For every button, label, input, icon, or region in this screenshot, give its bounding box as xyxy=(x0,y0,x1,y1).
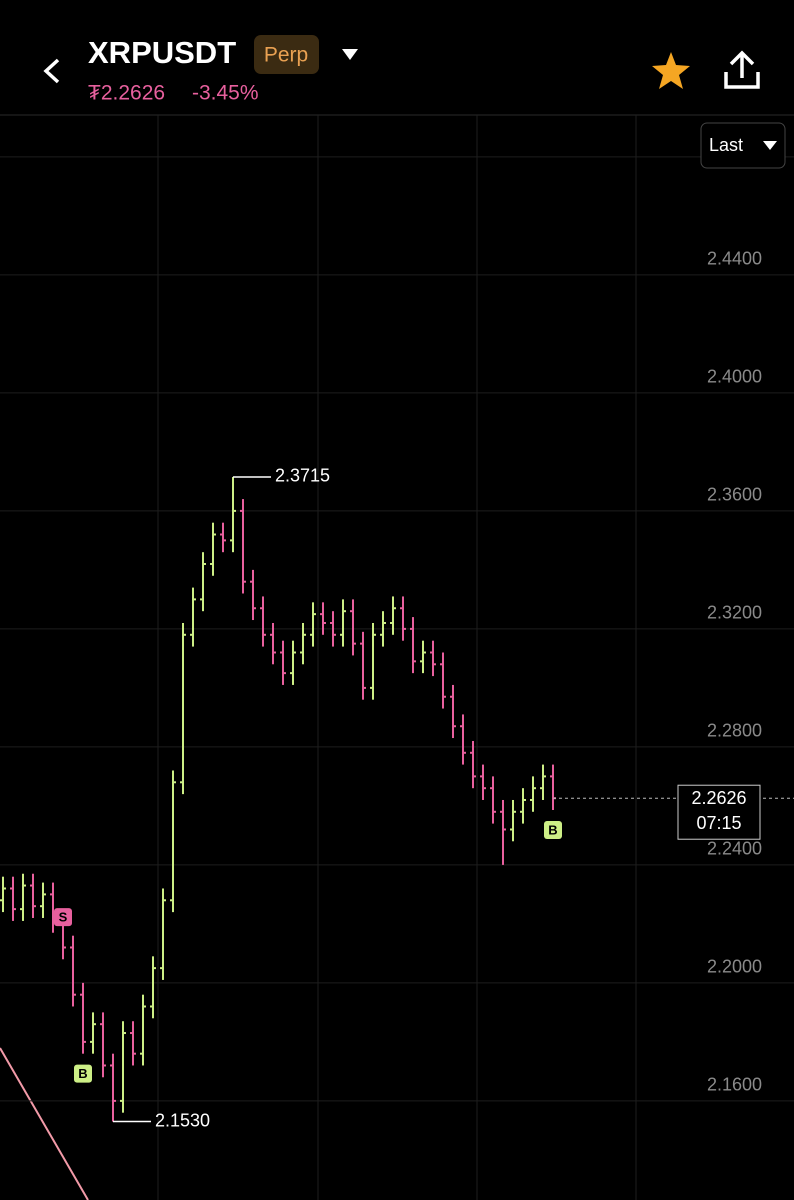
drawing-line xyxy=(0,1047,89,1200)
countdown: 07:15 xyxy=(696,813,741,833)
extreme-label: 2.1530 xyxy=(155,1110,210,1130)
y-tick-label: 2.2000 xyxy=(707,957,762,977)
y-tick-label: 2.2400 xyxy=(707,839,762,859)
share-button[interactable] xyxy=(724,50,760,89)
trade-marker-label: S xyxy=(59,910,68,925)
y-tick-label: 2.4400 xyxy=(707,249,762,269)
y-tick-label: 2.2800 xyxy=(707,721,762,741)
symbol-dropdown[interactable] xyxy=(342,49,358,60)
trade-marker-label: B xyxy=(78,1066,87,1081)
favorite-star[interactable] xyxy=(652,52,690,89)
plot: 2.1600 2.2000 2.2400 2.2800 2.3200 2.3600 2.40… xyxy=(0,131,794,1130)
price-type-arrow xyxy=(763,141,777,150)
trade-marker xyxy=(54,908,72,927)
change: -3.45% xyxy=(192,82,259,105)
last-price-label: 2.2626 xyxy=(691,788,746,808)
trade-marker xyxy=(544,821,562,840)
trade-marker xyxy=(74,1064,92,1083)
y-tick-label: 2.1600 xyxy=(707,1075,762,1095)
trade-marker-label: B xyxy=(548,822,557,837)
extreme-label: 2.3715 xyxy=(275,466,330,486)
price-type-label: Last xyxy=(709,135,743,155)
back-button[interactable] xyxy=(43,58,60,84)
y-tick-label: 2.3600 xyxy=(707,485,762,505)
perp-badge xyxy=(254,35,319,74)
y-tick-label: 2.3200 xyxy=(707,603,762,623)
y-tick-label: 2.4000 xyxy=(707,367,762,387)
symbol: XRPUSDT xyxy=(88,35,236,70)
vertical-grid xyxy=(157,115,637,1200)
perp-label: Perp xyxy=(264,44,308,67)
price-type-select[interactable] xyxy=(700,122,786,169)
price: ₮2.2626 xyxy=(88,82,165,105)
last-price-box xyxy=(677,784,761,840)
